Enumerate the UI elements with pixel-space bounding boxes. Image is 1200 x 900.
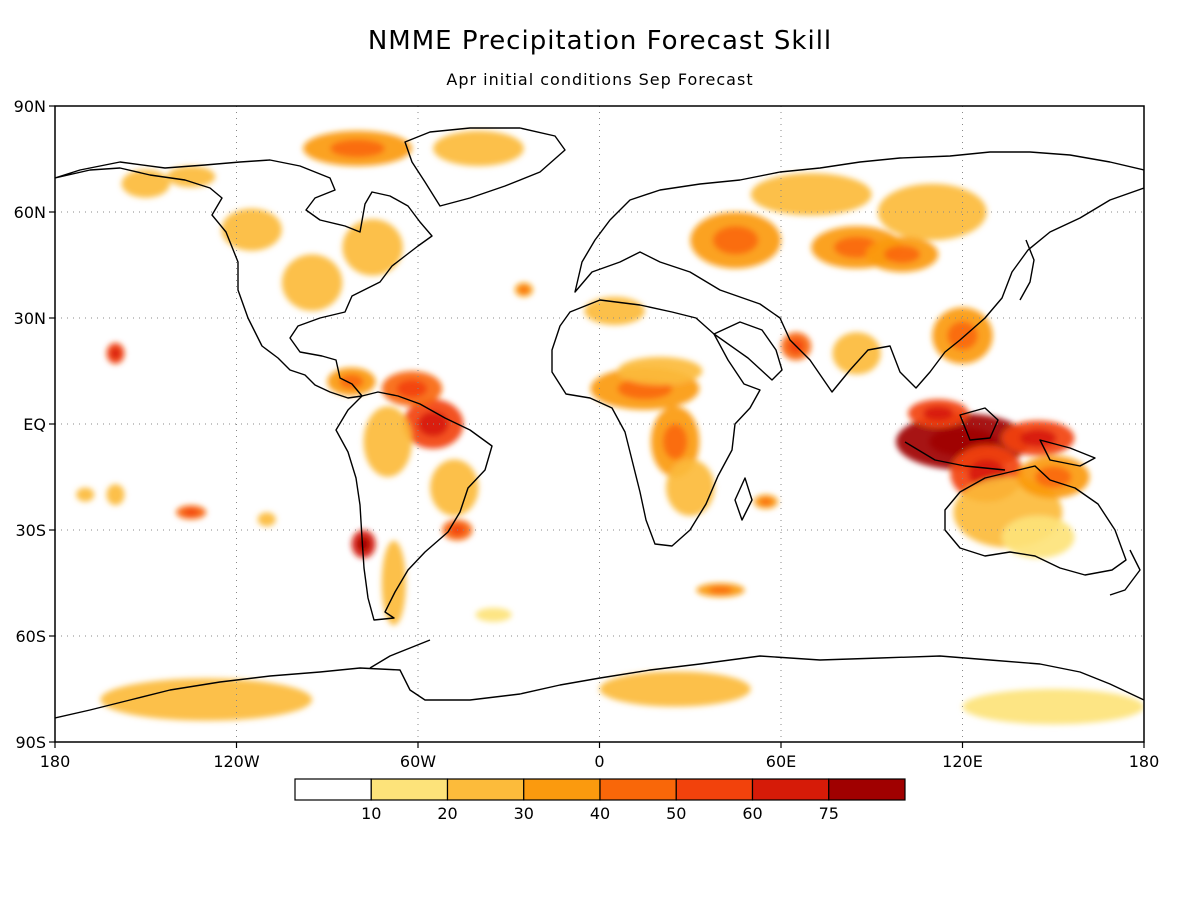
coastline-new-guinea [1039,439,1096,467]
coastline-borneo [959,407,999,441]
skill-region-core [110,348,121,359]
skill-region [100,678,313,721]
skill-region [257,512,276,527]
coastline-japan [1019,239,1035,301]
chart-subtitle: Apr initial conditions Sep Forecast [446,70,754,89]
skill-region [106,484,125,506]
skill-region [617,356,703,386]
y-tick-label: 30S [15,521,46,540]
skill-region [381,540,406,626]
skill-region-core [663,424,688,460]
skill-field [76,130,1144,725]
colorbar-swatch [370,778,449,801]
colorbar-swatch [446,778,525,801]
skill-region [475,607,512,622]
coastline-greenland [404,127,566,207]
skill-region-core [759,498,772,506]
skill-region [877,183,987,241]
skill-region [962,689,1144,725]
skill-region-core [330,139,385,158]
plot-frame [54,105,1145,743]
colorbar: 10 20 30 40 50 60 75 [294,778,906,823]
skill-region [363,406,412,477]
colorbar-swatch [294,778,372,801]
colorbar-label: 75 [819,804,839,823]
skill-region [584,296,645,326]
skill-region [221,208,282,251]
coastline-north-america [55,159,433,399]
colorbar-label: 40 [590,804,610,823]
colorbar-swatch [675,778,754,801]
coastline-south-america [335,391,493,621]
y-tick-label: 90N [14,97,46,116]
x-tick-label: 60E [766,752,796,771]
colorbar-label: 50 [666,804,686,823]
coastline-australia [944,465,1127,576]
colorbar-swatch [751,778,830,801]
skill-region [433,130,524,167]
skill-region [281,254,343,311]
coastline-new-zealand [1109,549,1141,596]
colorbar-swatch [523,778,601,801]
colorbar-label: 30 [514,804,534,823]
skill-region-core [357,537,370,552]
coastline-africa [551,299,761,547]
coastline-antarctica [55,655,1144,719]
skill-region [1001,515,1075,559]
colorbar-label: 60 [742,804,762,823]
skill-region-core [183,508,199,516]
skill-region-core [519,286,529,294]
y-tick-label: 30N [14,309,46,328]
skill-region-core [712,226,759,255]
skill-region-core [947,321,978,350]
coastline-indonesia [904,441,1006,471]
coastline-arabia [713,321,783,381]
skill-region [342,219,403,276]
skill-region-core [708,586,733,594]
x-tick-label: 180 [40,752,71,771]
skill-region-core [339,374,364,389]
x-tick-label: 0 [594,752,604,771]
x-tick-label: 120W [213,752,260,771]
skill-region-core [923,406,954,421]
colorbar-label: 20 [437,804,457,823]
skill-region [430,459,479,516]
skill-region [599,671,751,707]
y-tick-label: 90S [15,733,46,752]
grid-lines [55,106,1144,742]
x-tick-label: 120E [942,752,983,771]
axes: 180 120W 60W 0 60E 120E 180 90N 60N 30N EQ 30S 60S 90… [14,97,1160,771]
y-tick-label: 60N [14,203,46,222]
coastline-antarctic-peninsula [369,639,431,669]
colorbar-label: 10 [361,804,381,823]
skill-region-core [1019,429,1057,447]
colorbar-swatch [828,778,906,801]
x-tick-label: 60W [400,752,436,771]
x-tick-label: 180 [1129,752,1160,771]
skill-region-core [1035,466,1072,488]
chart-title: NMME Precipitation Forecast Skill [367,26,833,56]
coastlines [55,127,1144,719]
skill-region-core [396,379,428,398]
y-tick-label: EQ [23,415,46,434]
skill-region [76,487,95,502]
colorbar-swatch [599,778,677,801]
skill-region [750,173,872,216]
skill-region [832,332,881,375]
skill-region [666,459,715,516]
coastline-eurasia [574,151,1144,393]
skill-region [166,166,216,188]
coastline-madagascar [734,477,753,521]
skill-region-core [883,245,921,264]
y-tick-label: 60S [15,627,46,646]
